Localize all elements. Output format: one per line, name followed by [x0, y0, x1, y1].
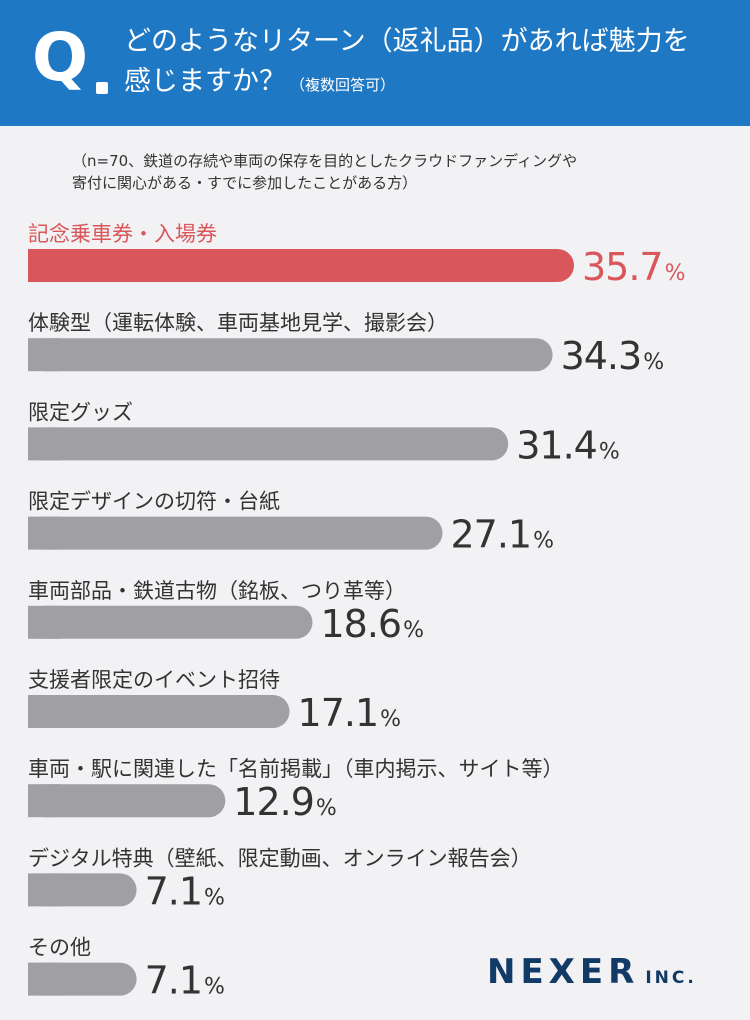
q-label: Q [32, 19, 89, 96]
q-dot [96, 82, 108, 94]
bar-left-edge [28, 605, 61, 639]
category-label: その他 [28, 936, 91, 960]
bar-left-edge [28, 427, 61, 461]
bar [28, 695, 290, 728]
bar-left-edge [28, 249, 61, 282]
question-text-line2-main: 感じますか？ [124, 66, 286, 97]
question-text-line1: どのようなリターン（返礼品）があれば魅力を [124, 26, 690, 57]
sample-note-line1: （n=70、鉄道の存続や車両の保存を目的としたクラウドファンディングや [72, 152, 578, 170]
question-header: Q どのようなリターン（返礼品）があれば魅力を 感じますか？ （複数回答可） [0, 0, 750, 126]
category-label: 体験型（運転体験、車両基地見学、撮影会） [28, 311, 448, 335]
sample-note-line2: 寄付に関心がある・すでに参加したことがある方） [72, 174, 418, 192]
category-label: 記念乗車券・入場券 [28, 222, 217, 246]
category-label: デジタル特典（壁紙、限定動画、オンライン報告会） [28, 846, 532, 870]
question-text-line2: 感じますか？ （複数回答可） [124, 64, 395, 103]
logo-sub-text: INC. [645, 968, 697, 988]
category-label: 限定デザインの切符・台紙 [28, 490, 280, 514]
sample-note: （n=70、鉄道の存続や車両の保存を目的としたクラウドファンディングや 寄付に関… [72, 150, 577, 194]
bar-left-edge [28, 962, 61, 996]
value-label: 31.4% [516, 423, 620, 467]
value-label: 17.1% [298, 691, 402, 735]
bar [28, 427, 509, 461]
bar [28, 784, 226, 818]
category-label: 支援者限定のイベント招待 [28, 668, 280, 692]
nexer-logo: NEXER INC. [487, 952, 697, 992]
logo-main-text: NEXER [487, 952, 640, 992]
bar [28, 605, 313, 639]
bar-left-edge [28, 873, 61, 907]
bar [28, 516, 443, 550]
value-label: 7.1% [145, 869, 225, 913]
bar-left-edge [28, 516, 61, 550]
value-label: 27.1% [450, 513, 554, 557]
category-label: 車両部品・鉄道古物（銘板、つり革等） [28, 579, 406, 603]
bar [28, 338, 553, 372]
category-label: 限定グッズ [28, 400, 133, 424]
value-label: 34.3% [561, 334, 665, 378]
value-label: 35.7% [582, 245, 686, 289]
value-label: 7.1% [145, 959, 225, 1003]
category-label: 車両・駅に関連した「名前掲載」（車内掲示、サイト等） [28, 757, 564, 781]
bar-left-edge [28, 338, 61, 372]
bar [28, 249, 574, 282]
value-label: 12.9% [233, 780, 337, 824]
bar-left-edge [28, 784, 61, 818]
value-label: 18.6% [320, 602, 424, 646]
bar-left-edge [28, 695, 61, 728]
question-suffix: （複数回答可） [290, 76, 396, 94]
